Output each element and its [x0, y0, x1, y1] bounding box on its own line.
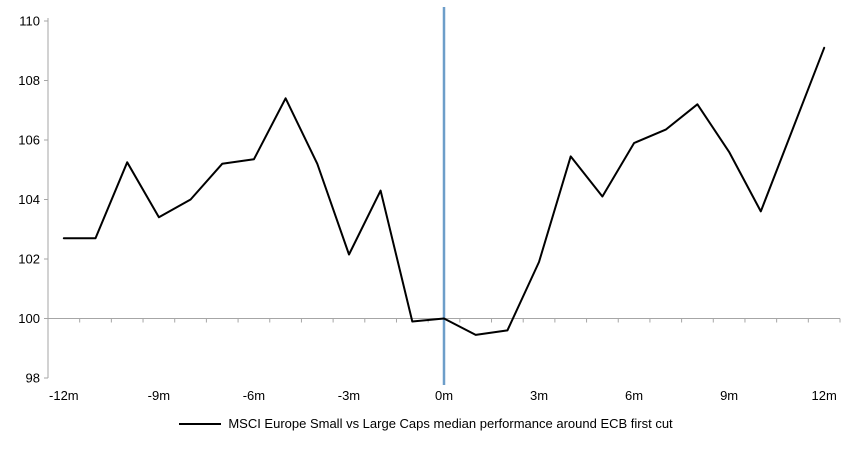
- y-axis-label: 110: [19, 14, 40, 29]
- y-axis-label: 106: [18, 133, 40, 148]
- x-axis-label: -6m: [243, 388, 265, 403]
- y-axis-label: 98: [26, 371, 40, 386]
- legend-line-icon: [179, 422, 222, 425]
- y-axis-label: 102: [18, 252, 40, 267]
- chart-legend: MSCI Europe Small vs Large Caps median p…: [0, 416, 852, 431]
- x-axis-label: -9m: [148, 388, 170, 403]
- y-axis-label: 108: [18, 73, 40, 88]
- x-axis-label: 12m: [812, 388, 837, 403]
- x-axis-label: 6m: [625, 388, 643, 403]
- x-axis-label: 9m: [720, 388, 738, 403]
- legend-label: MSCI Europe Small vs Large Caps median p…: [228, 416, 673, 431]
- x-axis-label: 0m: [435, 388, 453, 403]
- x-axis-label: -12m: [49, 388, 79, 403]
- y-axis-label: 104: [18, 192, 40, 207]
- y-axis-label: 100: [18, 311, 40, 326]
- x-axis-label: -3m: [338, 388, 360, 403]
- series-line: [62, 46, 826, 336]
- x-axis-label: 3m: [530, 388, 548, 403]
